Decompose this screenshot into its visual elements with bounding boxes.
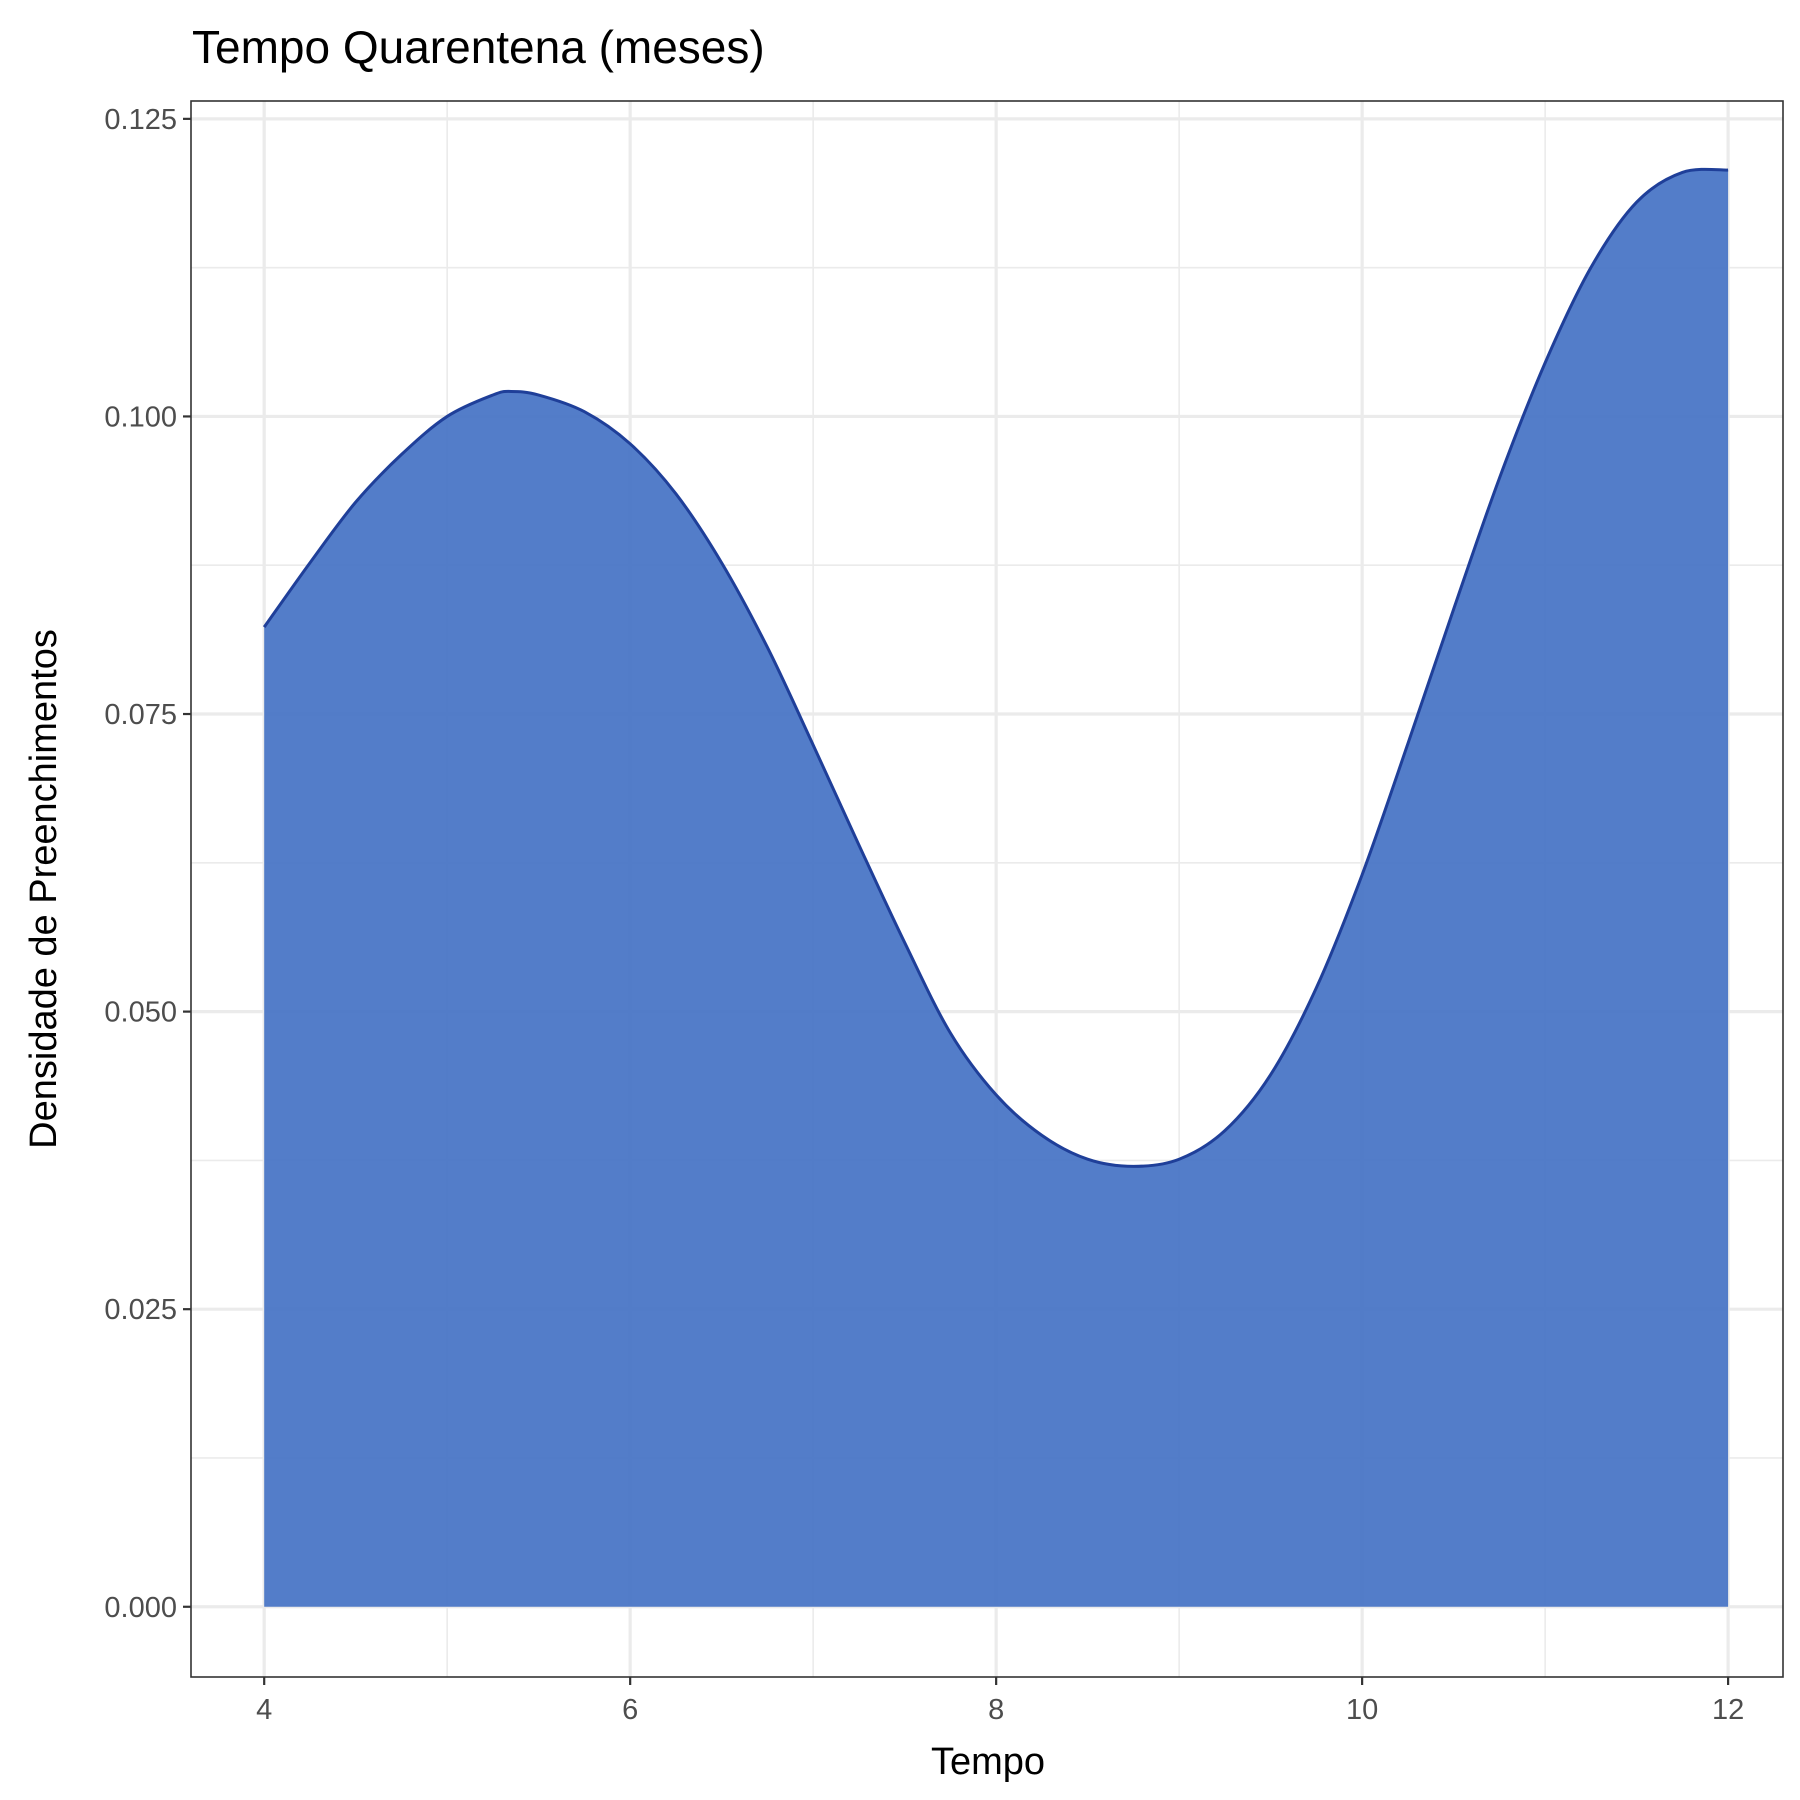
y-tick-label: 0.050 [104,997,177,1029]
x-axis-title: Tempo [931,1741,1045,1783]
y-tick-label: 0.075 [104,699,177,731]
y-tick-label: 0.100 [104,401,177,433]
x-tick-label: 4 [256,1694,272,1726]
x-tick-label: 10 [1346,1694,1378,1726]
density-line [262,167,1729,1168]
y-axis-ticks: 0.000 0.025 0.050 0.075 0.100 0.125 [104,104,191,1624]
x-axis-ticks: 4 6 8 10 12 [256,1677,1744,1726]
chart-title: Tempo Quarentena (meses) [192,21,765,73]
x-tick-label: 8 [988,1694,1004,1726]
y-tick-label: 0.000 [104,1592,177,1624]
density-area [264,169,1729,1607]
y-tick-label: 0.025 [104,1294,177,1326]
y-axis-title: Densidade de Preenchimentos [23,629,65,1149]
x-tick-label: 6 [622,1694,638,1726]
x-tick-label: 12 [1712,1694,1744,1726]
panel-border [190,100,1784,1678]
y-tick-label: 0.125 [104,104,177,136]
